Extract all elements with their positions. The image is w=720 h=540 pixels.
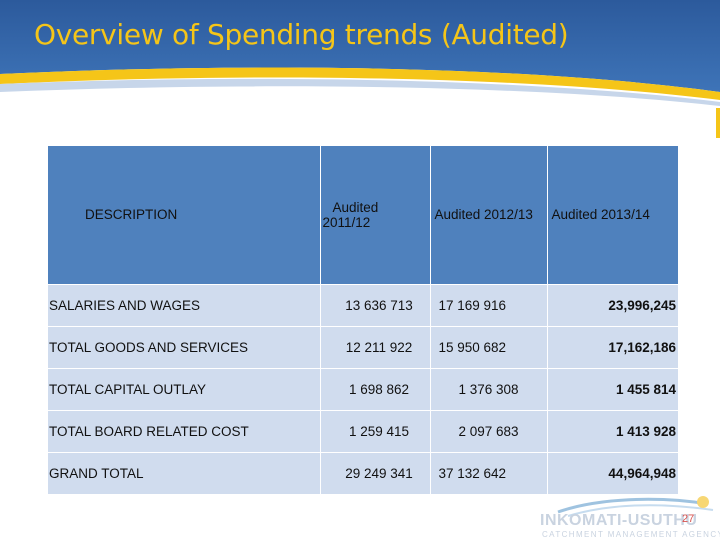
table-row: SALARIES AND WAGES 13 636 713 17 169 916… [48,283,678,326]
row-value-2013-14: 1 455 814 [547,367,678,410]
row-description: TOTAL BOARD RELATED COST [48,409,321,452]
page-title: Overview of Spending trends (Audited) [34,18,569,51]
header-audited-2011-12: Audited 2011/12 [320,146,431,284]
row-value-2011-12: 13 636 713 [320,283,431,326]
header-y1-line2: 2011/12 [322,214,371,230]
table-row: TOTAL GOODS AND SERVICES 12 211 922 15 9… [48,325,678,368]
edge-accent [716,108,720,138]
header-banner: Overview of Spending trends (Audited) [0,0,720,110]
row-value-2011-12: 1 698 862 [320,367,431,410]
row-value-2013-14: 1 413 928 [547,409,678,452]
header-audited-2012-13: Audited 2012/13 [430,146,548,284]
logo-wave-icon [557,496,714,517]
row-description: GRAND TOTAL [48,451,321,494]
header-description: DESCRIPTION [48,146,321,284]
row-value-2012-13: 2 097 683 [430,409,548,452]
table-row: TOTAL CAPITAL OUTLAY 1 698 862 1 376 308… [48,367,678,410]
row-value-2011-12: 1 259 415 [320,409,431,452]
row-value-2013-14: 23,996,245 [547,283,678,326]
row-value-2012-13: 1 376 308 [430,367,548,410]
row-description: SALARIES AND WAGES [48,283,321,326]
header-y1-line1: Audited [332,199,379,215]
row-value-2013-14: 17,162,186 [547,325,678,368]
logo-name: INKOMATI-USUTHU [540,512,698,529]
row-value-2011-12: 12 211 922 [320,325,431,368]
row-description: TOTAL CAPITAL OUTLAY [48,367,321,410]
table-row: GRAND TOTAL 29 249 341 37 132 642 44,964… [48,451,678,494]
table-row: TOTAL BOARD RELATED COST 1 259 415 2 097… [48,409,678,452]
logo-subtitle: CATCHMENT MANAGEMENT AGENCY [542,530,720,539]
header-wave-graphic [0,0,720,106]
row-value-2012-13: 37 132 642 [430,451,548,494]
row-value-2012-13: 17 169 916 [430,283,548,326]
row-value-2013-14: 44,964,948 [547,451,678,494]
spending-table: DESCRIPTION Audited 2011/12 Audited 2012… [48,146,678,494]
table-header-row: DESCRIPTION Audited 2011/12 Audited 2012… [48,146,678,284]
row-description: TOTAL GOODS AND SERVICES [48,325,321,368]
row-value-2011-12: 29 249 341 [320,451,431,494]
header-audited-2013-14: Audited 2013/14 [547,146,678,284]
agency-logo: INKOMATI-USUTHU CATCHMENT MANAGEMENT AGE… [538,494,720,540]
row-value-2012-13: 15 950 682 [430,325,548,368]
page-number: 27 [682,513,695,525]
